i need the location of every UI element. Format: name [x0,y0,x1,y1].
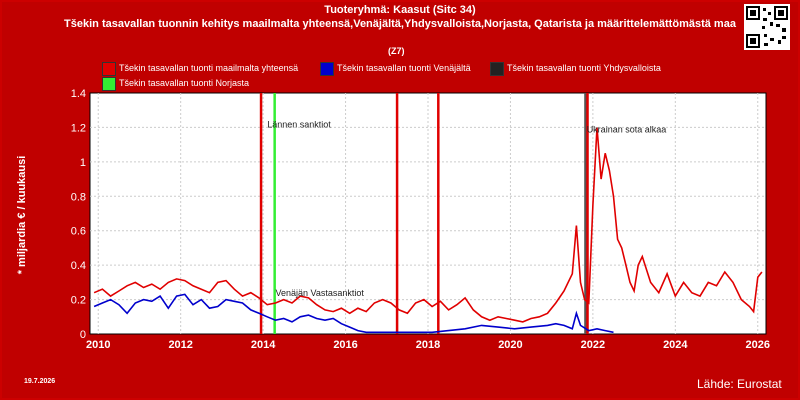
footer-date: 19.7.2026 [24,378,56,385]
annotation-label: Lännen sanktiot [267,119,331,129]
y-tick-label: 1.2 [71,122,86,134]
y-tick-label: 1.4 [71,88,86,100]
annotation-label: Ukrainan sota alkaa [587,125,667,135]
y-tick-label: 1 [80,157,86,169]
legend-label: Tšekin tasavallan tuonti Yhdysvalloista [507,63,661,73]
chart-subtitle: Tšekin tasavallan tuonnin kehitys maailm… [64,18,736,30]
legend-swatch [102,62,116,76]
annotation-label: Venäjän Vastasanktiot [275,288,364,298]
chart-subtitle-tail: (Z7) [388,46,405,56]
qr-code-icon [744,4,790,50]
chart-title: Tuoteryhmä: Kaasut (Sitc 34) [324,4,476,16]
y-tick-label: 0.2 [71,295,86,307]
x-tick-label: 2022 [581,339,605,351]
legend-swatch [320,62,334,76]
y-tick-label: 0.6 [71,226,86,238]
x-tick-label: 2010 [86,339,110,351]
footer-source: Lähde: Eurostat [697,377,782,391]
y-tick-label: 0.4 [71,260,86,272]
x-tick-label: 2016 [333,339,357,351]
x-tick-label: 2024 [663,339,688,351]
y-tick-label: 0.8 [71,191,86,203]
x-tick-label: 2020 [498,339,522,351]
legend-label: Tšekin tasavallan tuonti maailmalta yhte… [119,63,299,73]
x-tick-label: 2026 [746,339,770,351]
x-tick-label: 2014 [251,339,276,351]
series-line-russia [93,293,614,334]
x-tick-label: 2018 [416,339,440,351]
legend-label: Tšekin tasavallan tuonti Venäjältä [337,63,471,73]
legend-swatch [102,77,116,91]
series-line-world [93,127,763,323]
legend-label: Tšekin tasavallan tuonti Norjasta [119,78,250,88]
x-tick-label: 2012 [168,339,192,351]
legend-swatch [490,62,504,76]
y-tick-label: 0 [80,329,86,341]
